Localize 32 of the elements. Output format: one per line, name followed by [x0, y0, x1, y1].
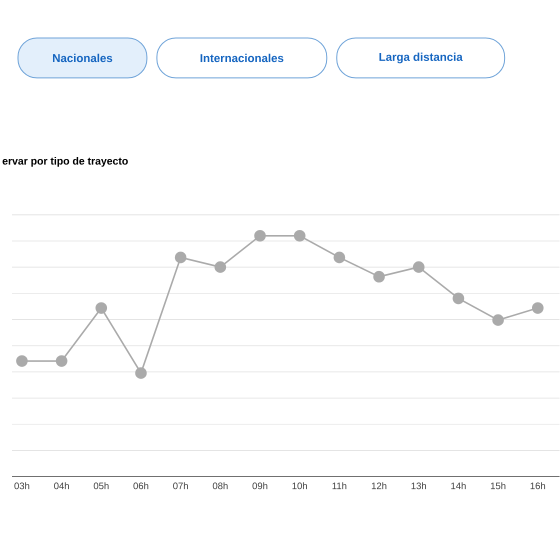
- x-tick-label: 15h: [490, 482, 506, 490]
- x-tick-label: 09h: [252, 482, 268, 490]
- point: [254, 230, 266, 242]
- point: [334, 252, 346, 264]
- point: [95, 302, 108, 314]
- x-tick-label: 13h: [412, 482, 426, 490]
- point: [373, 271, 385, 283]
- x-tick-label: 14h: [451, 482, 466, 490]
- point: [452, 292, 464, 304]
- point: [492, 314, 504, 326]
- x-tick-label: 05h: [94, 482, 109, 490]
- text: Larga distancia: [379, 52, 463, 64]
- x-tick-label: 07h: [173, 482, 188, 490]
- chart-title: ervar por tipo de trayecto: [2, 157, 128, 167]
- point: [16, 355, 28, 368]
- text: Internacionales: [200, 54, 284, 62]
- point: [135, 367, 147, 380]
- point: [56, 355, 68, 368]
- x-tick-label: 16h: [530, 482, 546, 490]
- x-tick-label: 04h: [54, 482, 69, 490]
- x-tick-label: 06h: [133, 482, 148, 490]
- point: [214, 261, 226, 274]
- x-tick-label: 10h: [292, 482, 307, 490]
- x-tick-label: 12h: [372, 482, 386, 490]
- x-tick-label: 08h: [212, 482, 228, 490]
- point: [174, 252, 186, 264]
- point: [532, 302, 544, 314]
- x-tick-label: 03h: [14, 482, 30, 490]
- x-tick-label: 11h: [332, 482, 346, 490]
- text: Nacionales: [52, 54, 112, 62]
- point: [294, 230, 306, 242]
- point: [412, 261, 425, 274]
